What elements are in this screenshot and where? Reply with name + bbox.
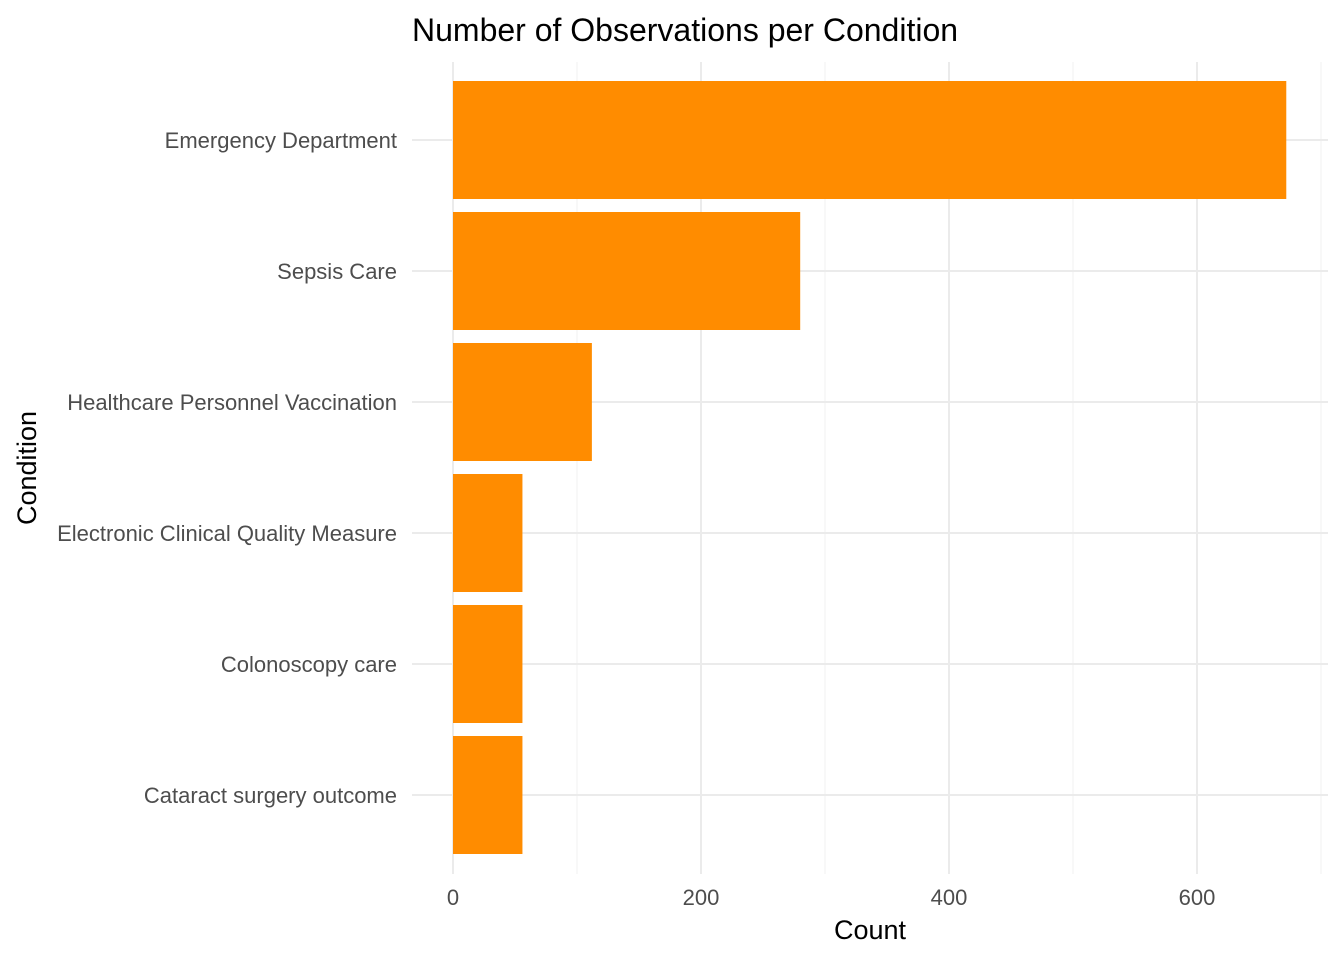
chart-title: Number of Observations per Condition: [412, 12, 958, 48]
tick-label-layer: Emergency Department Sepsis Care Healthcar…: [57, 128, 1215, 910]
x-tick-label: 600: [1179, 885, 1216, 910]
y-tick-label: Cataract surgery outcome: [144, 783, 397, 808]
x-tick-label: 0: [447, 885, 459, 910]
bar-layer: [453, 81, 1287, 854]
y-tick-label: Electronic Clinical Quality Measure: [57, 521, 397, 546]
bar: [453, 474, 523, 592]
bar: [453, 81, 1287, 199]
y-axis-title: Condition: [12, 411, 42, 525]
bar: [453, 343, 592, 461]
y-tick-label: Sepsis Care: [277, 259, 397, 284]
x-tick-label: 400: [931, 885, 968, 910]
bar: [453, 736, 523, 854]
y-tick-label: Emergency Department: [165, 128, 397, 153]
x-axis-title: Count: [834, 915, 907, 945]
y-tick-label: Colonoscopy care: [221, 652, 397, 677]
bar: [453, 212, 801, 330]
x-tick-label: 200: [683, 885, 720, 910]
bar: [453, 605, 523, 723]
y-tick-label: Healthcare Personnel Vaccination: [67, 390, 397, 415]
